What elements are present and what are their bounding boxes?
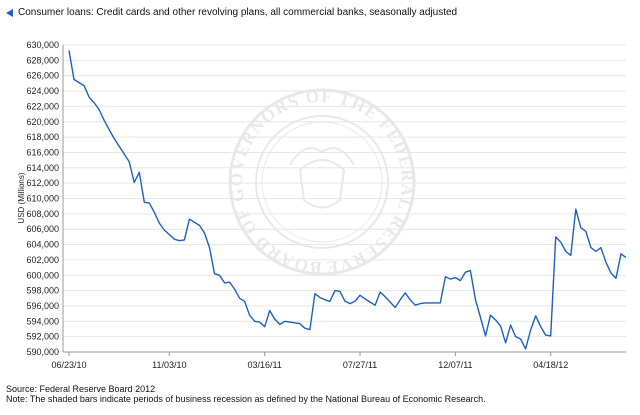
y-tick-label: 624,000 <box>26 86 59 96</box>
chart-footer: Source: Federal Reserve Board 2012 Note:… <box>6 384 486 404</box>
y-tick-label: 628,000 <box>26 55 59 65</box>
y-tick-label: 614,000 <box>26 163 59 173</box>
series-group <box>68 50 627 350</box>
y-tick-label: 620,000 <box>26 117 59 127</box>
y-tick-label: 594,000 <box>26 316 59 326</box>
y-tick-label: 622,000 <box>26 101 59 111</box>
x-tick-label: 07/27/11 <box>343 360 377 370</box>
y-tick-label: 590,000 <box>26 347 59 357</box>
x-tick-label: 04/18/12 <box>533 360 568 370</box>
y-tick-label: 616,000 <box>26 147 59 157</box>
x-tick-label: 06/23/10 <box>51 360 86 370</box>
y-tick-label: 626,000 <box>26 71 59 81</box>
x-tick-label: 11/03/10 <box>152 360 186 370</box>
y-tick-label: 592,000 <box>26 332 59 342</box>
series-line[interactable] <box>68 50 627 350</box>
legend-label: Consumer loans: Credit cards and other r… <box>18 7 458 18</box>
y-tick-label: 618,000 <box>26 132 59 142</box>
y-tick-label: 610,000 <box>26 194 59 204</box>
y-tick-label: 608,000 <box>26 209 59 219</box>
grid-lines <box>63 44 626 338</box>
line-chart: BOARD OF GOVERNORS OF THE FEDERAL RESERV… <box>0 0 627 370</box>
x-tick-label: 12/07/11 <box>438 360 472 370</box>
legend-marker-icon[interactable] <box>6 8 13 17</box>
y-tick-label: 612,000 <box>26 178 59 188</box>
y-tick-label: 602,000 <box>26 255 59 265</box>
chart-legend: Consumer loans: Credit cards and other r… <box>6 7 457 18</box>
y-tick-label: 600,000 <box>26 270 59 280</box>
y-tick-label: 606,000 <box>26 224 59 234</box>
x-tick-label: 03/16/11 <box>248 360 282 370</box>
axes <box>62 45 626 353</box>
y-tick-label: 596,000 <box>26 301 59 311</box>
note-text: Note: The shaded bars indicate periods o… <box>6 394 486 404</box>
y-tick-label: 598,000 <box>26 286 59 296</box>
y-tick-label: 604,000 <box>26 240 59 250</box>
y-axis-label: USD (Millions) <box>17 172 26 223</box>
source-text: Source: Federal Reserve Board 2012 <box>6 384 156 394</box>
y-tick-labels: 590,000 592,000 594,000 596,000 598,000 600,0… <box>26 40 59 357</box>
x-tick-labels: 06/23/10 11/03/10 03/16/11 07/27/11 12/07/11… <box>51 352 568 370</box>
y-tick-label: 630,000 <box>26 40 59 50</box>
